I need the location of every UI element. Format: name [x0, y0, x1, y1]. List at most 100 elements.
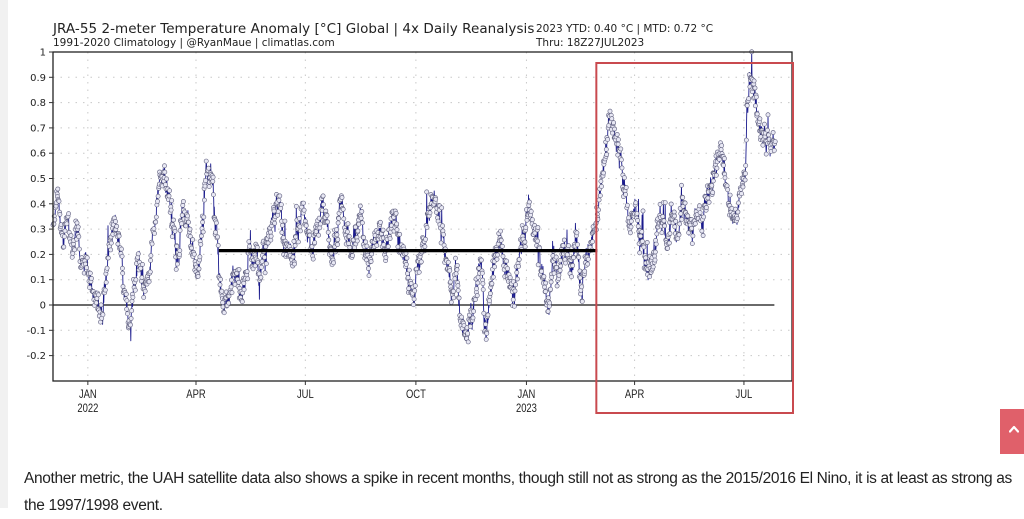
data-point	[198, 233, 204, 239]
scroll-to-top-button[interactable]	[1000, 409, 1024, 454]
data-point	[140, 261, 145, 267]
data-point	[614, 132, 620, 137]
data-point	[551, 270, 557, 276]
data-point	[445, 259, 451, 265]
data-point	[535, 262, 541, 268]
data-point	[177, 227, 183, 233]
data-point	[722, 175, 728, 181]
data-point	[522, 239, 528, 245]
data-point	[64, 221, 70, 227]
data-point	[169, 198, 175, 203]
data-point	[710, 190, 716, 195]
data-point	[548, 279, 554, 285]
data-point	[610, 130, 615, 136]
data-point	[424, 189, 430, 195]
data-point	[440, 223, 445, 229]
data-point	[710, 178, 716, 184]
data-point	[740, 184, 746, 190]
data-point	[272, 220, 278, 226]
data-point	[68, 233, 74, 238]
data-point	[743, 137, 749, 143]
data-point	[180, 202, 186, 208]
data-point	[173, 266, 179, 272]
data-point	[447, 279, 453, 285]
data-point	[317, 225, 323, 231]
data-point	[138, 265, 144, 271]
data-point	[751, 78, 757, 84]
data-point	[76, 234, 82, 240]
data-point	[278, 202, 284, 207]
data-point	[239, 299, 245, 305]
data-point	[164, 176, 169, 182]
data-point	[236, 267, 242, 272]
data-point	[743, 163, 749, 168]
data-point	[153, 219, 159, 225]
data-point	[453, 271, 459, 277]
data-point	[682, 200, 688, 206]
data-point	[557, 267, 563, 273]
data-point	[652, 253, 658, 259]
data-point	[489, 281, 495, 286]
data-point	[662, 223, 667, 229]
data-point	[397, 231, 403, 237]
data-point	[406, 286, 412, 291]
data-point	[87, 270, 93, 276]
data-point	[196, 266, 202, 272]
data-point	[439, 205, 445, 211]
data-point	[346, 241, 351, 246]
data-point	[705, 195, 711, 201]
data-point	[465, 330, 470, 336]
data-point	[186, 219, 191, 225]
data-point	[335, 220, 341, 226]
data-point	[93, 300, 99, 306]
data-point	[276, 197, 282, 203]
data-point	[634, 211, 640, 216]
data-point	[623, 185, 629, 190]
data-point	[447, 268, 453, 274]
data-point	[297, 224, 303, 230]
data-point	[514, 270, 520, 275]
data-point	[57, 211, 63, 217]
data-point	[667, 231, 673, 236]
data-point	[301, 200, 306, 206]
data-point	[560, 243, 566, 248]
data-point	[320, 202, 326, 207]
data-point	[368, 259, 374, 264]
data-point	[724, 183, 730, 189]
grid-lines	[53, 52, 792, 381]
data-point	[74, 220, 80, 226]
data-point	[499, 243, 505, 249]
data-point	[185, 213, 190, 219]
data-point	[618, 146, 624, 152]
data-point	[742, 177, 748, 183]
data-point	[628, 218, 634, 224]
data-point	[736, 200, 741, 206]
y-tick-label: 1	[40, 48, 46, 59]
data-point	[275, 212, 281, 218]
data-point	[553, 254, 559, 260]
data-point	[132, 287, 138, 293]
plot-border	[52, 51, 793, 382]
data-point	[166, 193, 172, 199]
data-point	[115, 241, 121, 247]
data-point	[364, 243, 370, 249]
data-point	[697, 210, 703, 215]
data-point	[100, 312, 106, 318]
data-point	[152, 230, 157, 236]
data-point	[709, 182, 715, 188]
data-point	[75, 224, 81, 230]
data-point	[339, 195, 345, 200]
data-point	[487, 298, 492, 304]
data-point	[571, 255, 576, 260]
data-point	[725, 187, 731, 193]
data-point	[689, 241, 695, 246]
data-point	[556, 272, 562, 278]
data-point	[716, 156, 722, 162]
data-point	[221, 310, 227, 316]
data-point	[532, 230, 538, 236]
data-point	[183, 223, 189, 229]
data-point	[411, 296, 417, 302]
data-point	[487, 291, 493, 296]
data-point	[480, 281, 486, 286]
data-point	[89, 275, 94, 281]
